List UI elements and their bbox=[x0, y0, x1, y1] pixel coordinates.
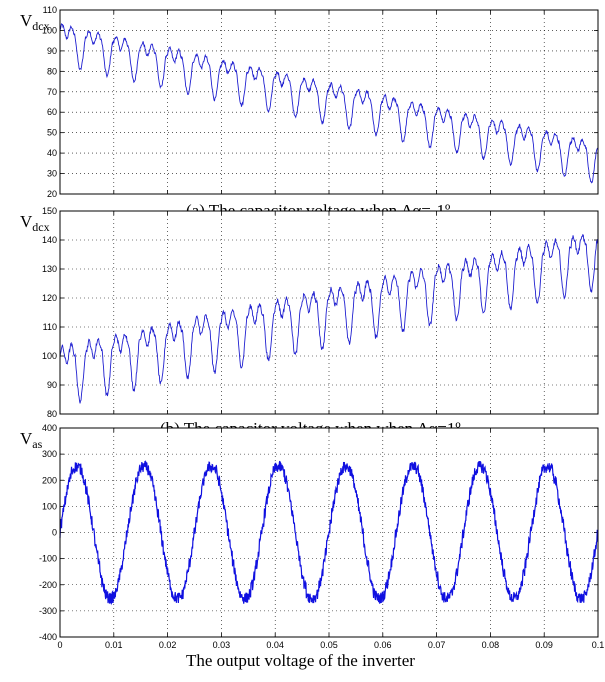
x-tick-label: 0.01 bbox=[105, 640, 123, 650]
y-tick-label: 200 bbox=[42, 475, 57, 485]
y-tick-label: 30 bbox=[47, 169, 57, 179]
y-tick-label: 80 bbox=[47, 409, 57, 419]
x-tick-label: 0.05 bbox=[320, 640, 338, 650]
y-tick-label: 0 bbox=[52, 528, 57, 538]
y-tick-label: 60 bbox=[47, 107, 57, 117]
x-tick-label: 0.09 bbox=[535, 640, 553, 650]
y-tick-label: 130 bbox=[42, 264, 57, 274]
plot-frame bbox=[59, 427, 599, 638]
x-tick-label: 0.07 bbox=[428, 640, 446, 650]
x-tick-label: 0.1 bbox=[592, 640, 605, 650]
y-axis-title-c: Vas bbox=[20, 429, 43, 451]
y-tick-label: 110 bbox=[43, 322, 57, 332]
series-line bbox=[59, 233, 599, 404]
plot-frame bbox=[59, 9, 599, 195]
y-tick-label: -100 bbox=[39, 554, 57, 564]
plot-area bbox=[60, 211, 598, 414]
y-tick-label: 50 bbox=[47, 128, 57, 138]
series-line bbox=[59, 460, 599, 606]
x-tick-label: 0.06 bbox=[374, 640, 392, 650]
y-tick-label: 70 bbox=[47, 87, 57, 97]
series-line bbox=[59, 23, 599, 184]
x-tick-label: 0.08 bbox=[482, 640, 500, 650]
y-tick-label: 150 bbox=[42, 206, 57, 216]
caption-c: The output voltage of the inverter bbox=[186, 651, 415, 670]
y-tick-label: -400 bbox=[39, 632, 57, 642]
y-tick-label: 90 bbox=[47, 380, 57, 390]
y-tick-label: 110 bbox=[43, 5, 57, 15]
y-tick-label: -300 bbox=[39, 606, 57, 616]
y-tick-label: 40 bbox=[47, 148, 57, 158]
y-tick-label: 100 bbox=[42, 501, 57, 511]
chart-panel-c: Vas -400 -300 -200 -100 0 100 200 300 400 0 0.01 0.… bbox=[20, 423, 604, 650]
x-tick-label: 0 bbox=[57, 640, 62, 650]
x-tick-label: 0.04 bbox=[266, 640, 284, 650]
y-tick-label: 20 bbox=[47, 189, 57, 199]
chart-panel-b: Vdcx 80 90 100 110 120 130 140 150 bbox=[20, 206, 599, 419]
x-tick-label: 0.03 bbox=[213, 640, 231, 650]
y-tick-label: 90 bbox=[47, 46, 57, 56]
plot-frame bbox=[59, 210, 599, 415]
y-tick-label: 300 bbox=[42, 449, 57, 459]
y-tick-label: 140 bbox=[42, 235, 57, 245]
y-axis-title-a: Vdcx bbox=[20, 11, 50, 33]
chart-panel-a: Vdcx 20 30 40 50 60 70 80 90 100 110 bbox=[20, 5, 599, 199]
y-tick-label: -200 bbox=[39, 580, 57, 590]
y-tick-label: 120 bbox=[42, 293, 57, 303]
y-tick-label: 400 bbox=[42, 423, 57, 433]
y-tick-label: 100 bbox=[42, 351, 57, 361]
y-axis-title-b: Vdcx bbox=[20, 212, 50, 234]
y-tick-label: 100 bbox=[42, 25, 57, 35]
y-tick-label: 80 bbox=[47, 66, 57, 76]
x-tick-label: 0.02 bbox=[159, 640, 177, 650]
